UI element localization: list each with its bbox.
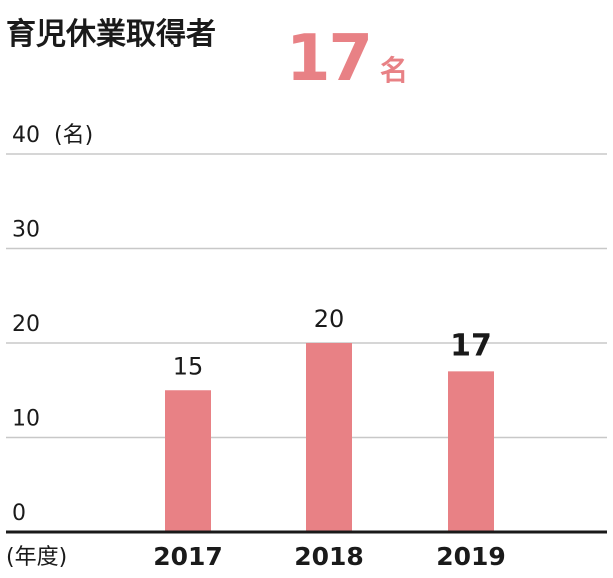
data-label-2019: 17 xyxy=(450,328,492,363)
category-label-2019: 2019 xyxy=(436,542,506,571)
y-tick-label: 10 xyxy=(12,407,40,432)
chart-title: 育児休業取得者 xyxy=(6,17,216,52)
y-tick-label: 0 xyxy=(12,501,26,526)
bar-2018 xyxy=(306,343,352,532)
x-axis-label: (年度) xyxy=(6,545,67,570)
category-labels: 2017 2018 2019 xyxy=(153,542,506,571)
bars xyxy=(165,343,494,532)
bar-2017 xyxy=(165,390,211,532)
data-label-2018: 20 xyxy=(314,305,345,333)
y-tick-labels: 0 10 20 30 40 xyxy=(12,123,40,526)
data-labels: 15 20 17 xyxy=(173,305,492,380)
y-tick-label: 30 xyxy=(12,218,40,243)
headline-unit: 名 xyxy=(380,54,408,87)
data-label-2017: 15 xyxy=(173,352,204,380)
headline-value: 17 xyxy=(286,22,371,96)
bar-2019 xyxy=(448,371,494,532)
category-label-2017: 2017 xyxy=(153,542,223,571)
category-label-2018: 2018 xyxy=(294,542,364,571)
y-tick-label: 40 xyxy=(12,123,40,148)
y-axis-label: (名) xyxy=(54,123,93,148)
y-tick-label: 20 xyxy=(12,312,40,337)
